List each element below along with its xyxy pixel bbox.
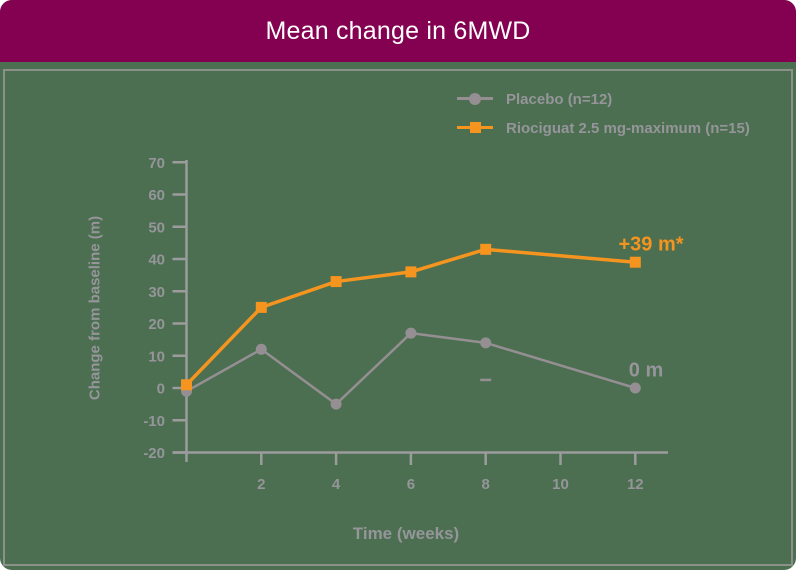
legend-item-placebo: Placebo (n=12) [457, 88, 750, 110]
y-tick-label: 0 [157, 381, 165, 398]
marker-placebo [405, 327, 417, 339]
marker-riociguat [181, 379, 192, 391]
marker-riociguat [255, 301, 267, 313]
marker-placebo [629, 382, 641, 394]
series-line-placebo [185, 331, 636, 406]
y-tick-label: 20 [148, 316, 165, 333]
legend: Placebo (n=12) Riociguat 2.5 mg-maximum … [457, 88, 750, 146]
marker-placebo [480, 337, 492, 349]
riociguat-line-square-icon [457, 117, 493, 139]
y-tick-label: -10 [143, 413, 165, 430]
y-axis-title: Change from baseline (m) [86, 215, 104, 401]
y-tick-label: -20 [143, 445, 165, 462]
placebo-line-circle-icon [457, 88, 493, 110]
y-tick-label: 70 [148, 155, 165, 172]
legend-label-riociguat: Riociguat 2.5 mg-maximum (n=15) [506, 119, 750, 137]
placebo-end-annotation: 0 m [628, 359, 664, 382]
y-tick-label: 60 [148, 187, 165, 204]
x-tick-label: 12 [627, 476, 644, 493]
y-tick-label: 40 [148, 252, 165, 269]
marker-riociguat [629, 256, 641, 268]
marker-riociguat [480, 243, 492, 255]
series-line-riociguat [185, 247, 636, 386]
figure-header: Mean change in 6MWD [0, 0, 796, 62]
marker-placebo [330, 398, 342, 410]
riociguat-legend-square [469, 122, 481, 133]
marker-placebo [255, 343, 267, 355]
riociguat-end-annotation: +39 m* [618, 233, 684, 256]
x-tick-label: 8 [482, 476, 490, 493]
legend-item-riociguat: Riociguat 2.5 mg-maximum (n=15) [457, 117, 750, 139]
marker-riociguat [405, 266, 417, 278]
placebo-legend-circle [469, 92, 481, 105]
x-tick-label: 2 [257, 476, 265, 493]
x-tick-label: 6 [407, 476, 415, 493]
figure-title: Mean change in 6MWD [265, 16, 531, 45]
x-tick-label: 10 [552, 476, 569, 493]
y-tick-label: 10 [148, 348, 165, 365]
chart-panel-border [3, 69, 793, 566]
y-tick-label: 50 [148, 219, 165, 236]
x-tick-label: 4 [332, 476, 341, 493]
marker-riociguat [330, 276, 342, 288]
legend-label-placebo: Placebo (n=12) [506, 90, 613, 108]
x-axis-title: Time (weeks) [352, 524, 460, 543]
y-tick-label: 30 [148, 284, 165, 301]
